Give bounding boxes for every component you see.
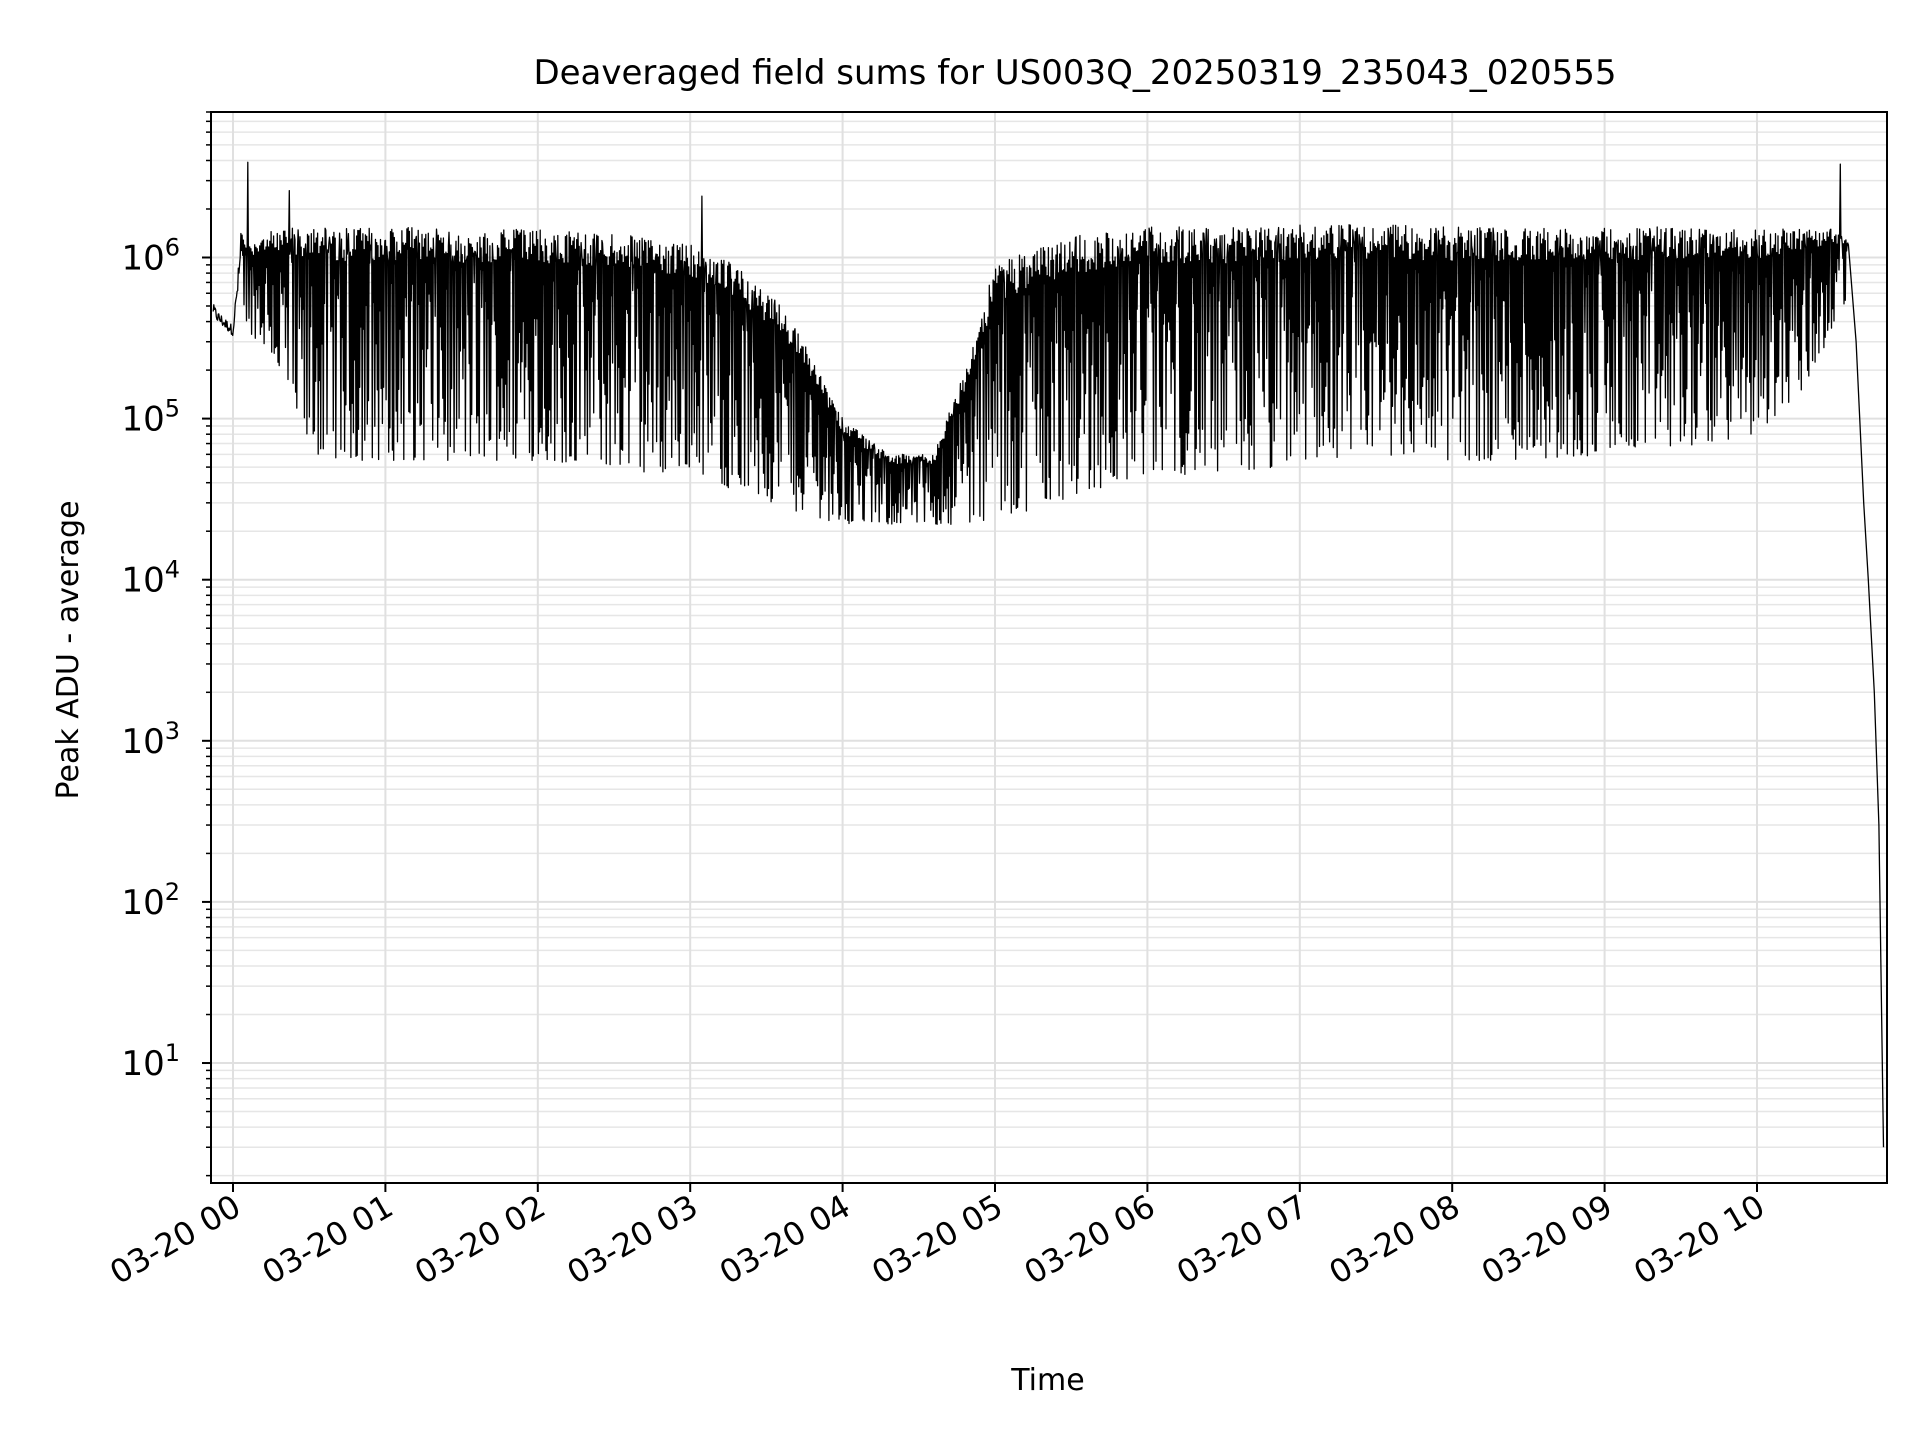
- series-path: [212, 161, 1885, 1148]
- y-tick-label: 103: [121, 717, 180, 762]
- y-axis-label: Peak ADU - average: [51, 500, 86, 799]
- y-tick-label: 101: [121, 1039, 180, 1084]
- series-line: [212, 161, 1885, 1148]
- y-tick-label: 104: [121, 556, 180, 601]
- grid: [211, 111, 1887, 1183]
- y-tick-label: 105: [121, 395, 180, 440]
- y-tick-label: 106: [121, 233, 180, 278]
- x-axis-label: Time: [1010, 1363, 1084, 1398]
- chart-title: Deaveraged field sums for US003Q_2025031…: [533, 53, 1616, 93]
- y-tick-label: 102: [121, 878, 180, 923]
- axes-frame: [210, 111, 1888, 1184]
